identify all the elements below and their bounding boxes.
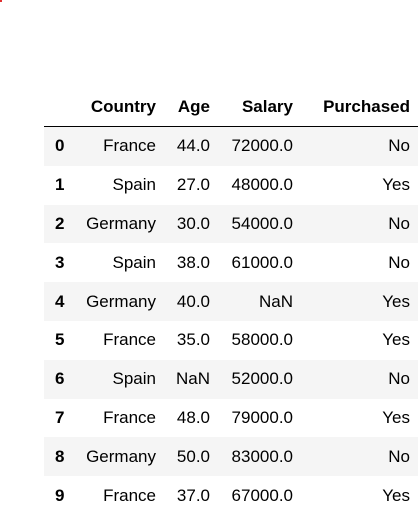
- cell-purchased: Yes: [293, 166, 418, 205]
- row-index: 0: [44, 127, 76, 166]
- table-row: 1 Spain 27.0 48000.0 Yes: [44, 166, 418, 205]
- cell-age: 48.0: [156, 399, 210, 438]
- cell-salary: 79000.0: [210, 399, 293, 438]
- table-row: 5 France 35.0 58000.0 Yes: [44, 321, 418, 360]
- cell-age: 38.0: [156, 243, 210, 282]
- cell-age: NaN: [156, 360, 210, 399]
- cell-salary: 67000.0: [210, 476, 293, 515]
- table-row: 7 France 48.0 79000.0 Yes: [44, 399, 418, 438]
- row-index: 1: [44, 166, 76, 205]
- table-header: Country Age Salary Purchased: [44, 88, 418, 127]
- cell-salary: 52000.0: [210, 360, 293, 399]
- cell-country: Germany: [76, 282, 156, 321]
- cell-salary: 61000.0: [210, 243, 293, 282]
- row-index: 8: [44, 437, 76, 476]
- cell-country: Spain: [76, 243, 156, 282]
- cell-country: France: [76, 321, 156, 360]
- cell-purchased: No: [293, 243, 418, 282]
- cell-country: Germany: [76, 205, 156, 244]
- cell-purchased: No: [293, 360, 418, 399]
- cell-age: 30.0: [156, 205, 210, 244]
- table-row: 9 France 37.0 67000.0 Yes: [44, 476, 418, 515]
- cell-age: 37.0: [156, 476, 210, 515]
- header-age: Age: [156, 88, 210, 127]
- table-row: 0 France 44.0 72000.0 No: [44, 127, 418, 166]
- table-row: 2 Germany 30.0 54000.0 No: [44, 205, 418, 244]
- table-body: 0 France 44.0 72000.0 No 1 Spain 27.0 48000.0 Yes…: [44, 127, 418, 515]
- cell-purchased: Yes: [293, 321, 418, 360]
- row-index: 9: [44, 476, 76, 515]
- cell-country: Germany: [76, 437, 156, 476]
- cell-country: Spain: [76, 166, 156, 205]
- cell-purchased: Yes: [293, 282, 418, 321]
- table-row: 6 Spain NaN 52000.0 No: [44, 360, 418, 399]
- dataframe-table: Country Age Salary Purchased 0 France 44.0…: [44, 88, 418, 515]
- cell-country: France: [76, 399, 156, 438]
- row-index: 4: [44, 282, 76, 321]
- row-index: 2: [44, 205, 76, 244]
- header-row: Country Age Salary Purchased: [44, 88, 418, 127]
- cell-age: 40.0: [156, 282, 210, 321]
- row-index: 3: [44, 243, 76, 282]
- cell-salary: 72000.0: [210, 127, 293, 166]
- row-index: 6: [44, 360, 76, 399]
- cell-age: 50.0: [156, 437, 210, 476]
- table-row: 4 Germany 40.0 NaN Yes: [44, 282, 418, 321]
- header-purchased: Purchased: [293, 88, 418, 127]
- cell-age: 44.0: [156, 127, 210, 166]
- cell-age: 35.0: [156, 321, 210, 360]
- header-country: Country: [76, 88, 156, 127]
- table-row: 3 Spain 38.0 61000.0 No: [44, 243, 418, 282]
- header-index: [44, 88, 76, 127]
- cell-purchased: No: [293, 205, 418, 244]
- cell-purchased: No: [293, 437, 418, 476]
- cell-salary: 83000.0: [210, 437, 293, 476]
- cell-purchased: Yes: [293, 399, 418, 438]
- row-index: 5: [44, 321, 76, 360]
- cell-age: 27.0: [156, 166, 210, 205]
- cell-salary: NaN: [210, 282, 293, 321]
- cell-purchased: Yes: [293, 476, 418, 515]
- corner-mark: [0, 0, 2, 2]
- cell-country: France: [76, 127, 156, 166]
- header-salary: Salary: [210, 88, 293, 127]
- cell-country: France: [76, 476, 156, 515]
- cell-purchased: No: [293, 127, 418, 166]
- cell-salary: 54000.0: [210, 205, 293, 244]
- table-row: 8 Germany 50.0 83000.0 No: [44, 437, 418, 476]
- cell-salary: 58000.0: [210, 321, 293, 360]
- cell-country: Spain: [76, 360, 156, 399]
- cell-salary: 48000.0: [210, 166, 293, 205]
- row-index: 7: [44, 399, 76, 438]
